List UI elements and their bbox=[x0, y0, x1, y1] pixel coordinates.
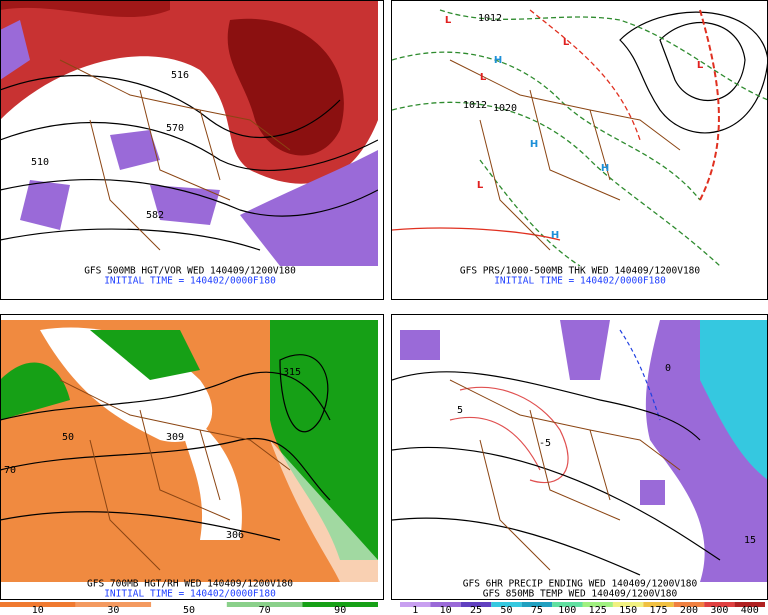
map-label: 5 bbox=[457, 405, 463, 416]
caption: GFS 700MB HGT/RH WED 140409/1200V180 bbox=[87, 579, 293, 590]
colorbar-swatch bbox=[552, 602, 583, 607]
map-label: 1012 bbox=[478, 13, 502, 24]
colorbar-swatch bbox=[75, 602, 152, 607]
colorbar-swatch bbox=[226, 602, 303, 607]
map-label: L bbox=[445, 15, 452, 26]
colorbar-swatch bbox=[643, 602, 674, 607]
colorbar-swatch bbox=[673, 602, 705, 607]
colorbar-swatch bbox=[430, 602, 461, 607]
colorbar-swatch bbox=[491, 602, 522, 607]
colorbar-label: 125 bbox=[589, 605, 607, 615]
caption: GFS 500MB HGT/VOR WED 140409/1200V180 bbox=[84, 266, 296, 277]
caption: GFS PRS/1000-500MB THK WED 140409/1200V1… bbox=[460, 266, 700, 277]
colorbar-swatch bbox=[302, 602, 378, 607]
caption-secondary: INITIAL TIME = 140402/0000F180 bbox=[104, 589, 276, 600]
colorbar-label: 50 bbox=[183, 605, 195, 615]
colorbar-label: 10 bbox=[440, 605, 452, 615]
panel-700mb bbox=[0, 320, 378, 582]
panel-frame bbox=[0, 314, 384, 600]
map-label: 315 bbox=[283, 367, 301, 378]
colorbar-label: 75 bbox=[531, 605, 543, 615]
colorbar-label: 30 bbox=[107, 605, 119, 615]
colorbar-swatch bbox=[460, 602, 492, 607]
colorbar-swatch bbox=[400, 602, 431, 607]
panel-500mb bbox=[0, 0, 378, 266]
panel-frame bbox=[0, 0, 384, 300]
colorbar-label: 10 bbox=[32, 605, 44, 615]
colorbar-label: 50 bbox=[500, 605, 512, 615]
panel-precip bbox=[392, 320, 768, 582]
map-label: L bbox=[477, 180, 484, 191]
map-label: L bbox=[563, 37, 570, 48]
map-label: 309 bbox=[166, 432, 184, 443]
colorbar-label: 1 bbox=[412, 605, 418, 615]
caption-secondary: GFS 850MB TEMP WED 140409/1200V180 bbox=[483, 589, 678, 600]
colorbar-swatch bbox=[734, 602, 765, 607]
map-label: 15 bbox=[744, 535, 756, 546]
map-label: H bbox=[530, 139, 538, 150]
colorbar-label: 25 bbox=[470, 605, 482, 615]
colorbar-label: 300 bbox=[710, 605, 728, 615]
colorbar-label: 70 bbox=[259, 605, 271, 615]
caption-secondary: INITIAL TIME = 140402/0000F180 bbox=[494, 276, 666, 287]
map-label: 0 bbox=[665, 363, 671, 374]
map-label: 1020 bbox=[493, 103, 517, 114]
map-label: 1012 bbox=[463, 100, 487, 111]
caption: GFS 6HR PRECIP ENDING WED 140409/1200V18… bbox=[463, 579, 698, 590]
colorbar-swatch bbox=[704, 602, 735, 607]
panel-pressure bbox=[392, 0, 768, 266]
colorbar-swatch bbox=[0, 602, 76, 607]
map-label: 50 bbox=[62, 432, 74, 443]
map-label: L bbox=[697, 60, 704, 71]
map-label: L bbox=[480, 72, 487, 83]
colorbar-swatch bbox=[612, 602, 644, 607]
colorbar-swatch bbox=[582, 602, 613, 607]
map-label: 516 bbox=[171, 70, 189, 81]
map-label: H bbox=[494, 55, 502, 66]
map-label: -5 bbox=[539, 438, 551, 449]
map-label: 510 bbox=[31, 157, 49, 168]
colorbar-swatch bbox=[151, 602, 227, 607]
colorbar-label: 150 bbox=[619, 605, 637, 615]
map-label: H bbox=[601, 163, 609, 174]
colorbar-label: 200 bbox=[680, 605, 698, 615]
map-label: 570 bbox=[166, 123, 184, 134]
colorbar-label: 90 bbox=[334, 605, 346, 615]
colorbar-label: 400 bbox=[741, 605, 759, 615]
map-label: 306 bbox=[226, 530, 244, 541]
map-label: 70 bbox=[4, 465, 16, 476]
colorbar-label: 175 bbox=[650, 605, 668, 615]
colorbar-label: 100 bbox=[558, 605, 576, 615]
caption-secondary: INITIAL TIME = 140402/0000F180 bbox=[104, 276, 276, 287]
map-label: H bbox=[551, 230, 559, 241]
colorbar-swatch bbox=[521, 602, 553, 607]
map-label: 582 bbox=[146, 210, 164, 221]
